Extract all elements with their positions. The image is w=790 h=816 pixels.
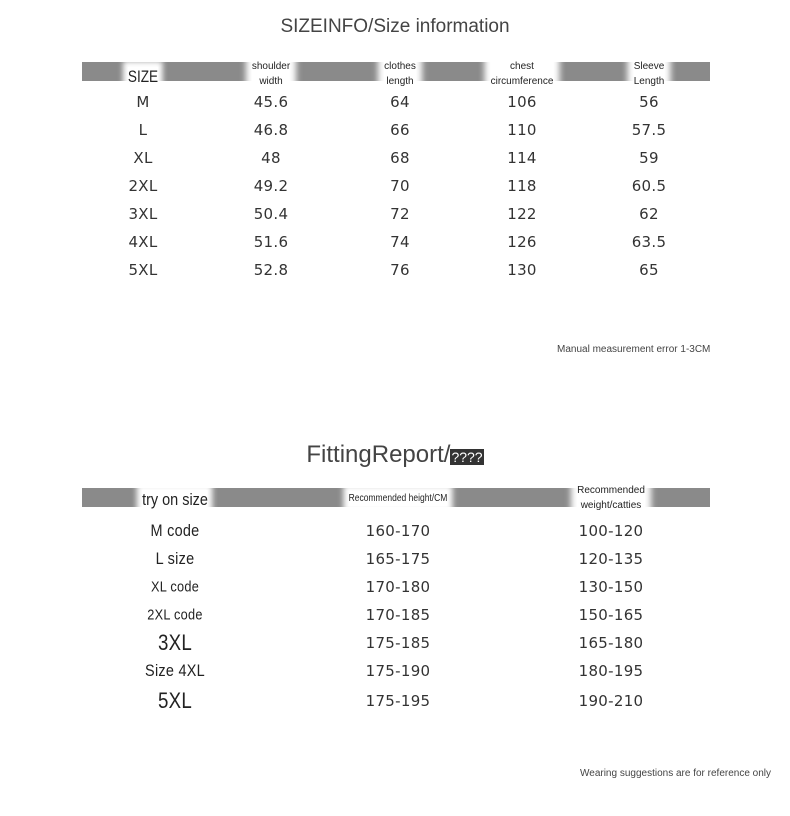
table-cell: 60.5 — [631, 177, 667, 195]
table-cell: 59 — [639, 149, 659, 167]
reference-note: Wearing suggestions are for reference on… — [580, 768, 772, 779]
table-cell: 130-150 — [578, 578, 644, 596]
table-cell: 49.2 — [253, 177, 289, 195]
table-cell: 74 — [390, 233, 410, 251]
table-cell: 70 — [390, 177, 410, 195]
table-cell: Size 4XL — [145, 661, 205, 680]
table-cell: 46.8 — [253, 121, 289, 139]
table-cell: 65 — [639, 261, 659, 279]
table-cell: 175-195 — [365, 692, 431, 710]
column-header-line: length — [386, 76, 414, 87]
table-cell: 5XL — [128, 261, 158, 279]
fitting-report-title-text: FittingReport/ — [306, 441, 451, 468]
column-header-line: clothes — [384, 61, 416, 72]
column-header-line: chest — [510, 61, 534, 72]
table-cell: 114 — [507, 149, 537, 167]
table-cell: L size — [155, 549, 195, 568]
column-header-line: Recommended — [577, 485, 645, 496]
table-cell: 66 — [390, 121, 410, 139]
table-cell: 100-120 — [578, 522, 644, 540]
measurement-note: Manual measurement error 1-3CM — [557, 344, 711, 355]
table-cell: M — [136, 93, 150, 111]
column-header: Recommended weight/catties — [577, 483, 645, 513]
table-cell: 57.5 — [631, 121, 667, 139]
table-cell: 45.6 — [253, 93, 289, 111]
fitting-report-title: FittingReport/???? — [0, 441, 790, 469]
table-cell: 56 — [639, 93, 659, 111]
column-header: clothes length — [384, 59, 416, 89]
column-header: SIZE — [127, 67, 159, 87]
table-cell: 5XL — [157, 688, 193, 713]
table-cell: 130 — [507, 261, 537, 279]
column-header-line: Sleeve — [633, 61, 665, 72]
table-cell: 170-180 — [365, 578, 431, 596]
table-cell: 170-185 — [365, 606, 431, 624]
table-cell: 126 — [507, 233, 537, 251]
table-cell: 64 — [390, 93, 410, 111]
table-cell: 2XL code — [147, 606, 203, 624]
table-cell: 52.8 — [253, 261, 289, 279]
table-cell: 165-175 — [365, 550, 431, 568]
table-cell: 122 — [507, 205, 537, 223]
table-cell: 48 — [261, 149, 281, 167]
table-cell: 118 — [507, 177, 537, 195]
table-cell: L — [138, 121, 148, 139]
size-info-title: SIZEINFO/Size information — [280, 16, 510, 37]
column-header: Sleeve Length — [633, 59, 665, 89]
column-header-line: Length — [633, 76, 665, 87]
column-header: try on size — [142, 490, 208, 510]
table-cell: 175-190 — [365, 662, 431, 680]
table-cell: 3XL — [128, 205, 158, 223]
table-cell: 68 — [390, 149, 410, 167]
table-cell: 51.6 — [253, 233, 289, 251]
table-cell: XL code — [150, 578, 200, 596]
table-cell: 62 — [639, 205, 659, 223]
column-header: chest circumference — [490, 59, 554, 89]
table-cell: 175-185 — [365, 634, 431, 652]
table-cell: 160-170 — [365, 522, 431, 540]
table-cell: 3XL — [157, 630, 193, 655]
table-cell: 4XL — [128, 233, 158, 251]
table-cell: M code — [150, 521, 200, 540]
column-header-line: Recommended height/CM — [348, 493, 448, 504]
table-cell: 120-135 — [578, 550, 644, 568]
fitting-report-title-masked: ???? — [450, 449, 484, 465]
column-header-line: weight/catties — [580, 500, 642, 511]
table-cell: 106 — [507, 93, 537, 111]
table-cell: 72 — [390, 205, 410, 223]
column-header-line: width — [259, 76, 283, 87]
column-header-line: try on size — [142, 490, 208, 509]
column-header: Recommended height/CM — [348, 491, 448, 506]
column-header-line: SIZE — [127, 67, 159, 86]
table-cell: 63.5 — [631, 233, 667, 251]
table-cell: XL — [133, 149, 153, 167]
table-cell: 190-210 — [578, 692, 644, 710]
table-cell: 165-180 — [578, 634, 644, 652]
table-cell: 50.4 — [253, 205, 289, 223]
column-header-line: circumference — [490, 76, 554, 87]
table-cell: 2XL — [128, 177, 158, 195]
table-cell: 180-195 — [578, 662, 644, 680]
column-header: shoulder width — [251, 59, 291, 89]
column-header-line: shoulder — [251, 61, 291, 72]
table-cell: 150-165 — [578, 606, 644, 624]
table-cell: 110 — [507, 121, 537, 139]
table-cell: 76 — [390, 261, 410, 279]
